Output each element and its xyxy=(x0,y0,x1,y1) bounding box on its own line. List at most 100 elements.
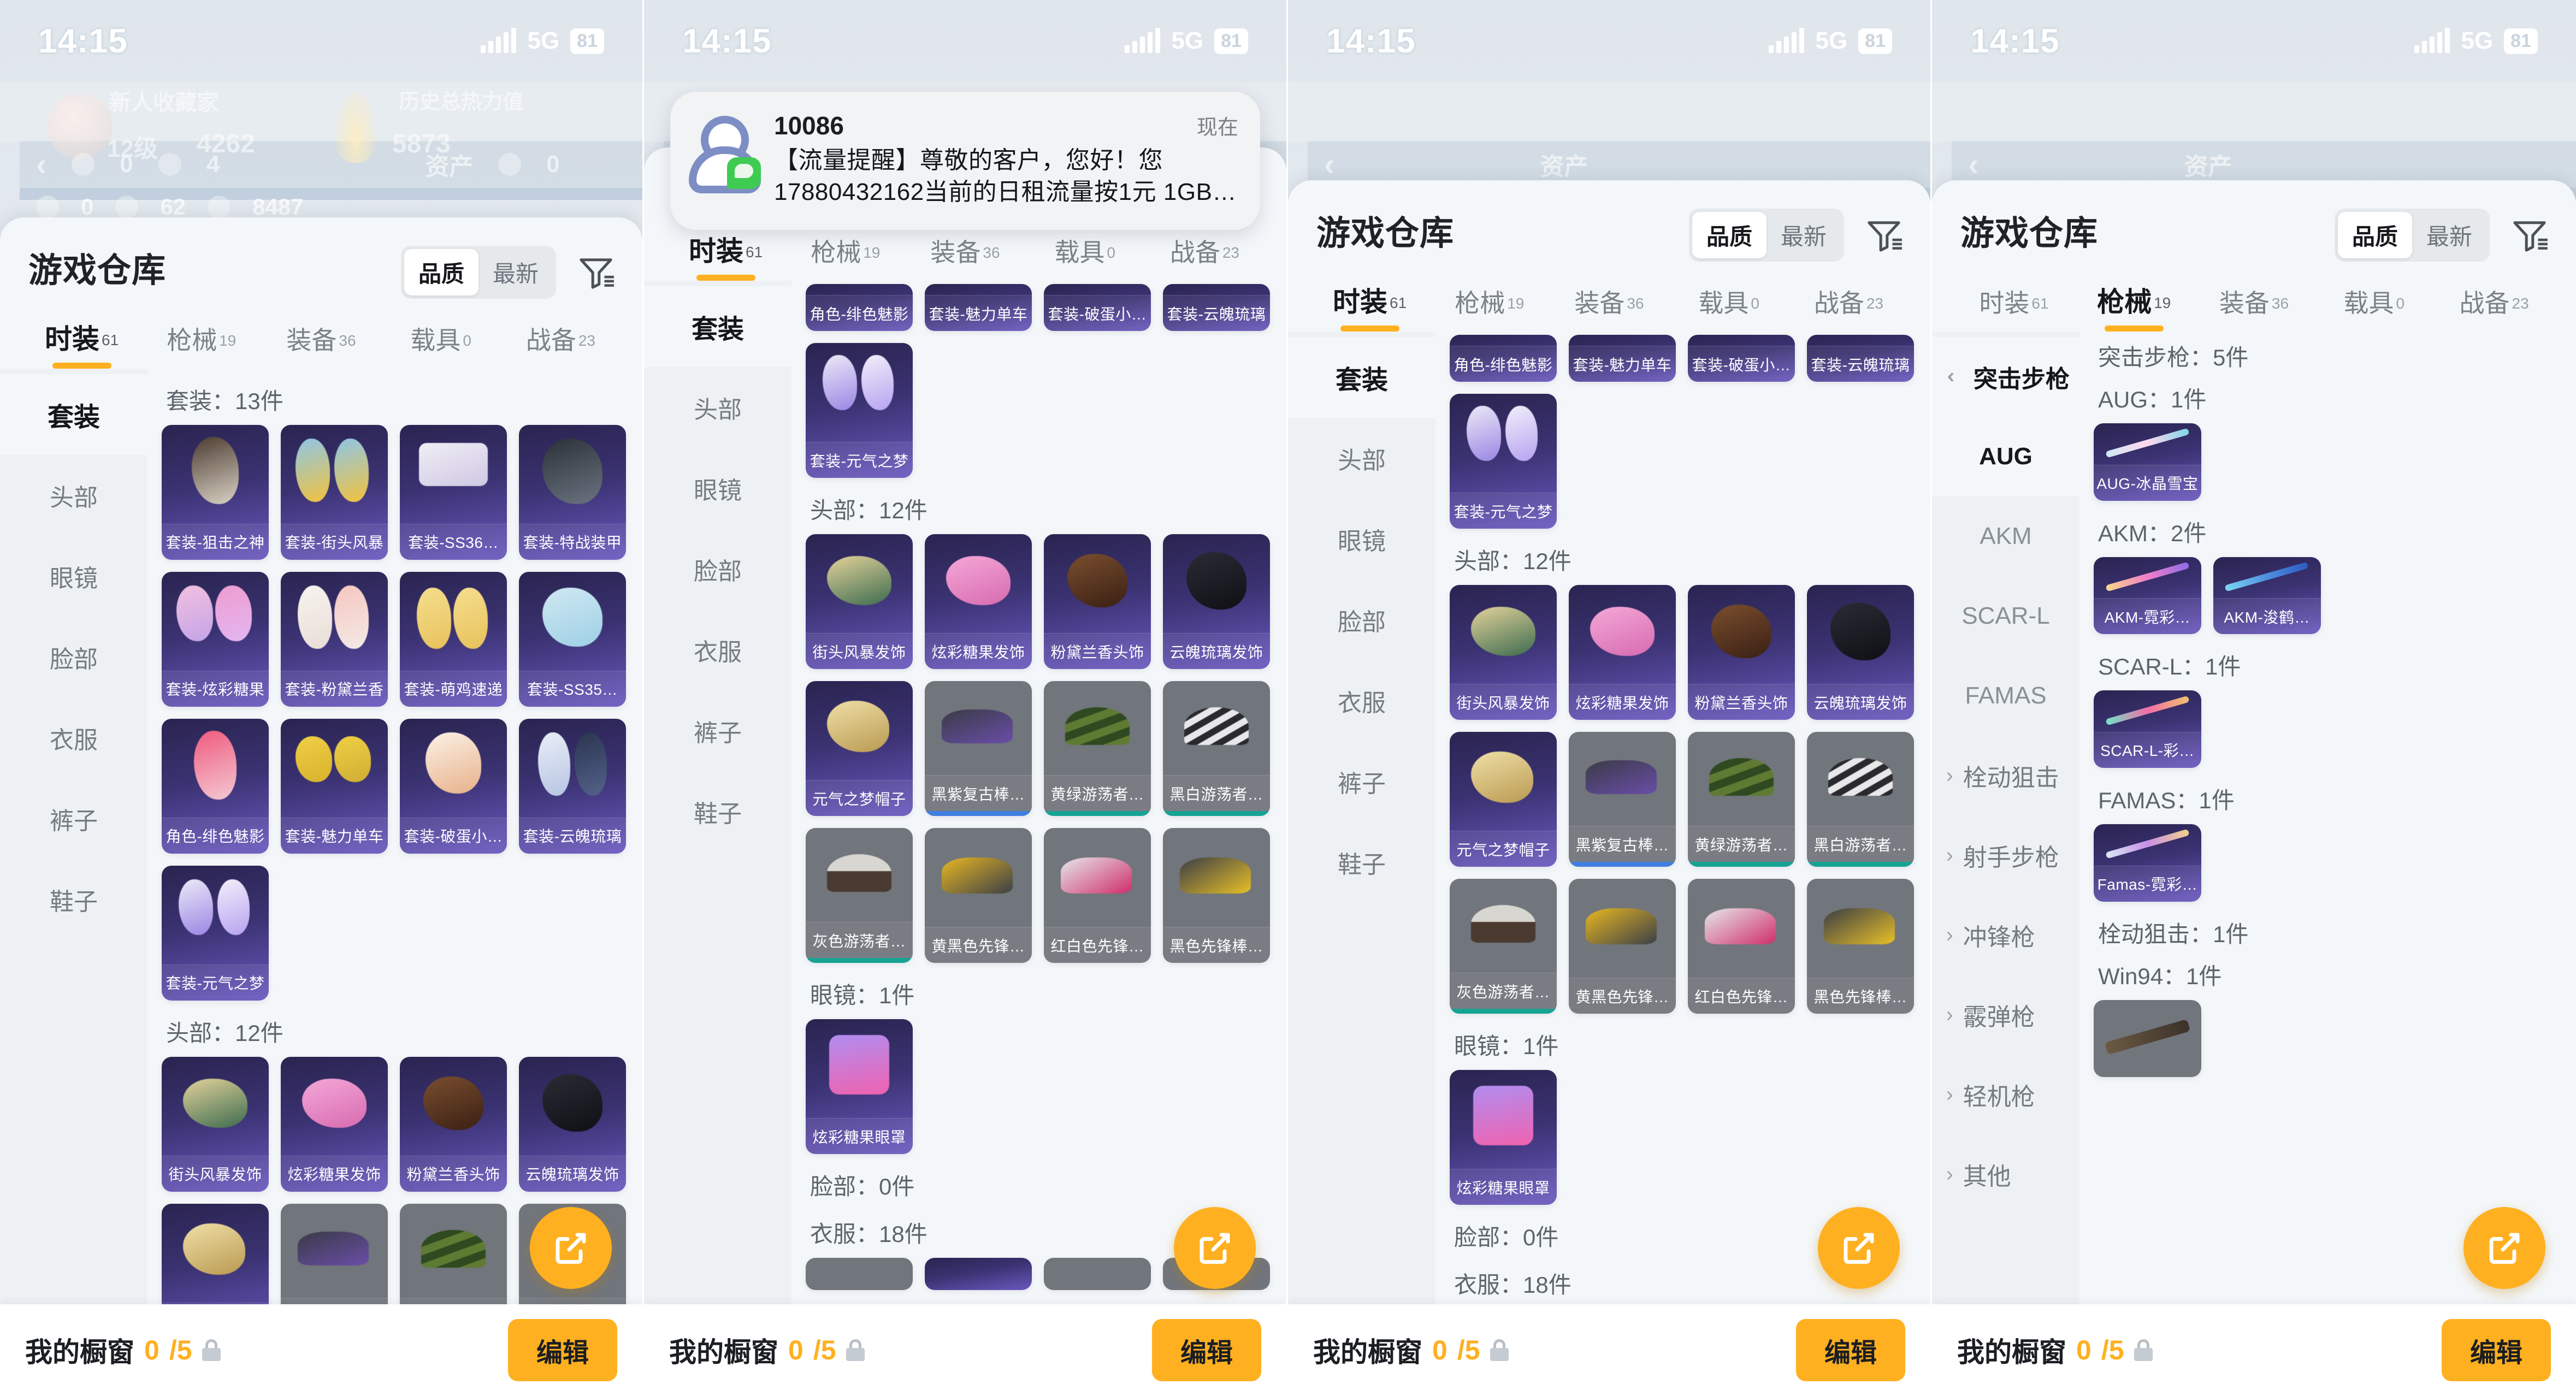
game-subnav[interactable]: ‹ 0 4 资产 0 xyxy=(20,141,642,188)
item-card[interactable]: 黄黑色先锋… xyxy=(1569,879,1676,1014)
item-card[interactable]: 黄黑色先锋… xyxy=(925,828,1032,963)
sidebar-item-suit[interactable]: 套装 xyxy=(644,286,791,367)
tab-gear[interactable]: 战备 23 xyxy=(501,321,621,369)
fashion-category-list[interactable]: 套装 头部 眼镜 脸部 衣服 裤子 鞋子 xyxy=(1288,332,1435,1396)
tab-equipment[interactable]: 装备 36 xyxy=(1549,283,1669,332)
sidebar-item-shoes[interactable]: 鞋子 xyxy=(50,889,98,915)
fashion-category-list[interactable]: 套装 头部 眼镜 脸部 衣服 裤子 鞋子 xyxy=(644,281,791,1396)
item-card[interactable]: 粉黛兰香头饰 xyxy=(400,1056,507,1192)
item-card[interactable]: 元气之梦帽子 xyxy=(806,681,913,817)
external-link-icon[interactable] xyxy=(2463,1207,2545,1289)
sort-newest-button[interactable]: 最新 xyxy=(2426,224,2472,250)
item-card[interactable]: 套装-魅力单车 xyxy=(925,284,1032,332)
item-card[interactable]: 街头风暴发饰 xyxy=(806,534,913,670)
sidebar-item-aug[interactable]: AUG xyxy=(1932,417,2079,496)
tab-gear[interactable]: 战备 23 xyxy=(2434,283,2554,332)
game-subnav[interactable]: ‹ 资产 xyxy=(1308,141,1930,188)
category-tabs[interactable]: 时装 61 枪械 19 装备 36 载具 0 战备 23 xyxy=(644,147,1286,281)
sidebar-group-smg[interactable]: › 冲锋枪 xyxy=(1932,895,2079,975)
item-card[interactable]: 云魄琉璃发饰 xyxy=(1163,534,1270,670)
item-card[interactable] xyxy=(2094,999,2201,1078)
item-card[interactable]: 黑白游荡者… xyxy=(1807,732,1914,867)
item-card[interactable]: 套装-元气之梦 xyxy=(162,865,269,1001)
external-link-icon[interactable] xyxy=(530,1207,612,1289)
item-grid-container[interactable]: 突击步枪：5件 AUG：1件 AUG-冰晶雪宝 AKM：2件 AKM-霓彩… A… xyxy=(2079,332,2576,1396)
item-card[interactable]: 红白色先锋… xyxy=(1044,828,1151,963)
item-card[interactable]: 套装-魅力单车 xyxy=(281,718,388,854)
tab-fashion[interactable]: 时装 61 xyxy=(1310,280,1429,332)
sort-newest-button[interactable]: 最新 xyxy=(1780,224,1827,250)
item-card[interactable]: 套装-破蛋小… xyxy=(1044,284,1151,332)
sort-quality-button[interactable]: 品质 xyxy=(1692,212,1766,258)
item-card[interactable]: 灰色游荡者… xyxy=(1450,879,1557,1014)
tab-equipment[interactable]: 装备 36 xyxy=(2194,283,2314,332)
sidebar-item-face[interactable]: 脸部 xyxy=(50,646,98,673)
item-card[interactable]: 炫彩糖果眼罩 xyxy=(1450,1070,1557,1205)
item-card[interactable]: 炫彩糖果发饰 xyxy=(281,1056,388,1192)
item-card[interactable]: 云魄琉璃发饰 xyxy=(519,1056,626,1192)
sidebar-item-clothes[interactable]: 衣服 xyxy=(50,727,98,754)
item-card[interactable]: 角色-绯色魅影 xyxy=(162,718,269,854)
item-card[interactable]: 套装-街头风暴 xyxy=(281,425,388,560)
sidebar-item-head[interactable]: 头部 xyxy=(694,397,742,423)
back-chevron-icon[interactable]: ‹ xyxy=(1968,146,1979,182)
item-card[interactable]: 套装-SS36… xyxy=(400,425,507,560)
sort-newest-button[interactable]: 最新 xyxy=(492,261,539,287)
category-tabs[interactable]: 时装 61 枪械 19 装备 36 载具 0 战备 23 xyxy=(1932,262,2576,332)
sidebar-item-shoes[interactable]: 鞋子 xyxy=(694,801,742,827)
external-link-icon[interactable] xyxy=(1174,1207,1256,1289)
edit-button[interactable]: 编辑 xyxy=(1151,1319,1261,1381)
item-card[interactable]: 套装-SS35… xyxy=(519,571,626,707)
sidebar-item-pants[interactable]: 裤子 xyxy=(1338,771,1386,797)
tab-fashion[interactable]: 时装 61 xyxy=(666,229,785,281)
item-card[interactable]: 套装-云魄琉璃 xyxy=(519,718,626,854)
game-subnav[interactable]: ‹ 资产 xyxy=(1952,141,2576,188)
item-grid-container[interactable]: 角色-绯色魅影 套装-魅力单车 套装-破蛋小… 套装-云魄琉璃 套装-元气之梦 … xyxy=(791,281,1286,1396)
sort-toggle[interactable]: 品质 最新 xyxy=(1688,209,1844,262)
sidebar-item-head[interactable]: 头部 xyxy=(1338,447,1386,474)
sidebar-item-clothes[interactable]: 衣服 xyxy=(1338,690,1386,717)
sidebar-item-clothes[interactable]: 衣服 xyxy=(694,639,742,666)
item-card[interactable]: 云魄琉璃发饰 xyxy=(1807,585,1914,720)
sidebar-item-face[interactable]: 脸部 xyxy=(1338,609,1386,636)
item-card[interactable]: 黑色先锋棒… xyxy=(1163,828,1270,963)
tab-weapons[interactable]: 枪械 19 xyxy=(1429,283,1549,332)
item-card[interactable]: 黑紫复古棒… xyxy=(925,681,1032,817)
item-card[interactable]: 元气之梦帽子 xyxy=(1450,732,1557,867)
item-card[interactable]: 黑紫复古棒… xyxy=(1569,732,1676,867)
edit-button[interactable]: 编辑 xyxy=(1795,1319,1905,1381)
item-card[interactable]: 角色-绯色魅影 xyxy=(806,284,913,332)
item-card[interactable]: 套装-狙击之神 xyxy=(162,425,269,560)
item-card[interactable]: 黄绿游荡者… xyxy=(1044,681,1151,817)
weapon-category-list[interactable]: ⌄ 突击步枪 AUG AKM SCAR-L FAMAS › 栓动狙击 › 射手步枪 ›… xyxy=(1932,332,2079,1396)
edit-button[interactable]: 编辑 xyxy=(2441,1319,2551,1381)
tab-vehicles[interactable]: 载具 0 xyxy=(381,321,501,369)
item-card[interactable]: 炫彩糖果眼罩 xyxy=(806,1019,913,1154)
sidebar-item-akm[interactable]: AKM xyxy=(1980,523,2032,549)
item-card[interactable]: 套装-元气之梦 xyxy=(1450,394,1557,529)
item-card[interactable]: 套装-破蛋小… xyxy=(1688,335,1795,382)
sidebar-group-dmr[interactable]: › 射手步枪 xyxy=(1932,815,2079,895)
external-link-icon[interactable] xyxy=(1818,1207,1900,1289)
sort-toggle[interactable]: 品质 最新 xyxy=(2334,209,2490,262)
back-chevron-icon[interactable]: ‹ xyxy=(1324,146,1335,182)
sidebar-item-head[interactable]: 头部 xyxy=(50,484,98,511)
filter-icon[interactable] xyxy=(1866,218,1902,252)
category-tabs[interactable]: 时装 61 枪械 19 装备 36 载具 0 战备 23 xyxy=(0,299,642,369)
item-card[interactable]: 套装-魅力单车 xyxy=(1569,335,1676,382)
item-card[interactable]: 角色-绯色魅影 xyxy=(1450,335,1557,382)
item-grid-container[interactable]: 角色-绯色魅影 套装-魅力单车 套装-破蛋小… 套装-云魄琉璃 套装-元气之梦 … xyxy=(1435,332,1930,1396)
tab-equipment[interactable]: 装备 36 xyxy=(905,233,1025,281)
item-card[interactable] xyxy=(925,1258,1032,1290)
sidebar-group-shotgun[interactable]: › 霰弹枪 xyxy=(1932,975,2079,1055)
tab-fashion[interactable]: 时装 61 xyxy=(22,317,141,369)
item-card[interactable]: 黑色先锋棒… xyxy=(1807,879,1914,1014)
sort-quality-button[interactable]: 品质 xyxy=(404,249,478,295)
sms-notification[interactable]: 10086 现在 【流量提醒】尊敬的客户，您好！您 17880432162当前的… xyxy=(670,92,1260,230)
sort-quality-button[interactable]: 品质 xyxy=(2337,212,2412,258)
item-card[interactable]: 灰色游荡者… xyxy=(806,828,913,963)
sidebar-item-suit[interactable]: 套装 xyxy=(1288,337,1435,418)
item-card[interactable]: 套装-萌鸡速递 xyxy=(400,571,507,707)
back-chevron-icon[interactable]: ‹ xyxy=(36,146,47,182)
item-card[interactable]: 黑白游荡者… xyxy=(1163,681,1270,817)
